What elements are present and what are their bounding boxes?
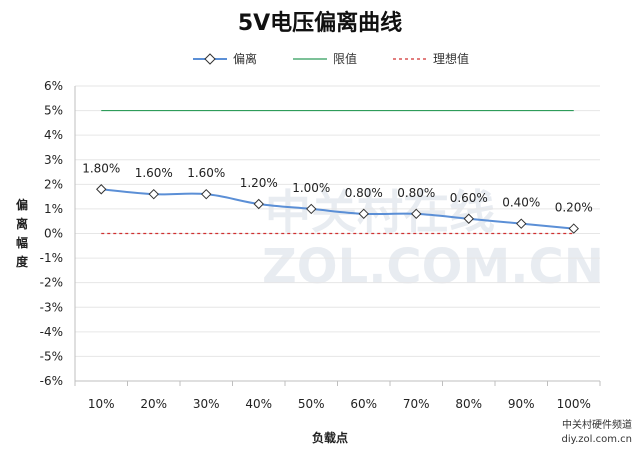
data-label: 0.60%	[450, 191, 488, 205]
series-layer: 1.80% 1.60% 1.60% 1.20% 1.00% 0.80% 0.80% 0.60%…	[82, 109, 593, 235]
credit-line2: diy.zol.com.cn	[562, 434, 633, 445]
data-label: 1.60%	[135, 166, 173, 180]
y-tick-label: 6%	[44, 79, 63, 93]
x-tick-label: 90%	[508, 397, 535, 411]
y-tick-label: -6%	[40, 374, 63, 388]
x-tick-label: 100%	[557, 397, 591, 411]
legend-marker-deviation	[204, 53, 216, 65]
credit-line1: 中关村硬件频道	[562, 418, 632, 431]
legend-label-ideal: 理想值	[433, 51, 469, 66]
axes	[74, 86, 600, 382]
data-label: 0.80%	[397, 186, 435, 200]
watermark: 中关村在线 ZOL.COM.CN	[262, 185, 604, 295]
y-axis-title: 偏离幅度	[16, 197, 29, 269]
data-label: 0.80%	[345, 186, 383, 200]
y-tick-label: -2%	[40, 276, 63, 290]
chart-title: 5V电压偏离曲线	[238, 10, 402, 36]
legend-item-ideal: 理想值	[393, 51, 469, 66]
y-tick-label: -5%	[40, 349, 63, 363]
data-point-marker	[411, 208, 422, 220]
y-tick-label: 0%	[44, 227, 63, 241]
x-axis-ticks: 10% 20% 30% 40% 50% 60% 70% 80% 90% 100%	[74, 381, 601, 411]
legend-item-limit: 限值	[293, 51, 357, 66]
data-point-marker	[516, 218, 527, 229]
data-label: 0.20%	[555, 201, 593, 215]
y-axis-ticks: -6% -5% -4% -3% -2% -1% 0% 1% 2% 3% 4% 5% 6%	[40, 79, 63, 388]
x-tick-label: 40%	[245, 397, 272, 411]
x-tick-label: 20%	[140, 397, 167, 411]
x-tick-label: 70%	[403, 397, 430, 411]
x-tick-label: 30%	[193, 397, 220, 411]
data-label: 1.00%	[292, 181, 330, 195]
y-tick-label: -3%	[40, 300, 63, 314]
legend-item-deviation: 偏离	[193, 51, 257, 66]
x-axis-title: 负载点	[312, 430, 348, 445]
series-line-deviation	[101, 188, 574, 230]
data-point-marker	[253, 198, 264, 210]
x-tick-label: 60%	[350, 397, 377, 411]
y-tick-label: 3%	[44, 153, 63, 167]
legend-label-limit: 限值	[333, 51, 357, 66]
x-tick-label: 80%	[455, 397, 482, 411]
data-label: 0.40%	[502, 196, 540, 210]
data-point-marker	[463, 213, 474, 224]
data-point-marker	[568, 223, 579, 234]
legend: 偏离 限值 理想值	[193, 51, 469, 66]
legend-label-deviation: 偏离	[233, 51, 257, 66]
y-tick-label: -4%	[40, 325, 63, 339]
data-point-marker	[358, 208, 369, 220]
y-tick-label: 5%	[44, 104, 63, 118]
y-tick-label: -1%	[40, 251, 63, 265]
x-tick-label: 50%	[298, 397, 325, 411]
watermark-line2: ZOL.COM.CN	[262, 239, 604, 295]
watermark-line1: 中关村在线	[265, 185, 495, 239]
data-label: 1.20%	[240, 176, 278, 190]
y-tick-label: 4%	[44, 128, 63, 142]
y-tick-label: 1%	[44, 202, 63, 216]
data-point-marker	[201, 188, 212, 200]
data-point-marker	[306, 203, 317, 215]
data-point-marker	[96, 184, 107, 195]
data-label: 1.60%	[187, 166, 225, 180]
data-label: 1.80%	[82, 161, 120, 175]
x-tick-label: 10%	[88, 397, 115, 411]
data-point-marker	[148, 188, 159, 200]
y-tick-label: 2%	[44, 177, 63, 191]
